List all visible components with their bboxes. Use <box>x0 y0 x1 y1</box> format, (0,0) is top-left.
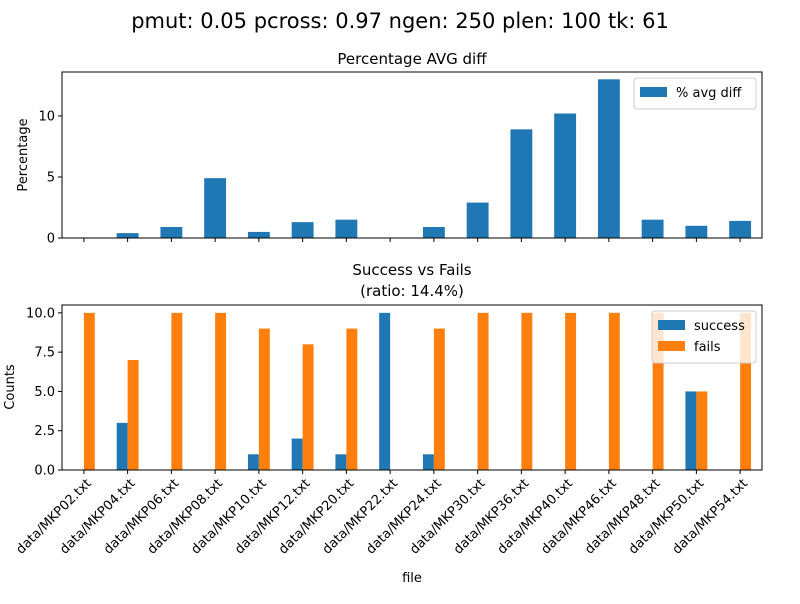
bar-avg-diff <box>729 220 752 238</box>
x-tick-label: data/MKP24.txt <box>364 476 445 557</box>
bar-avg-diff <box>685 225 708 238</box>
x-tick-label: data/MKP10.txt <box>189 476 270 557</box>
legend-swatch <box>640 87 667 97</box>
x-tick-label: data/MKP22.txt <box>320 476 401 557</box>
bar-fails <box>346 328 358 470</box>
bar-avg-diff <box>597 79 620 238</box>
plot-frame <box>61 304 763 471</box>
y-tick-label: 10.0 <box>26 306 55 321</box>
x-tick-label: data/MKP30.txt <box>407 476 488 557</box>
figure-suptitle: pmut: 0.05 pcross: 0.97 ngen: 250 plen: … <box>131 9 669 33</box>
bar-fails <box>652 312 664 470</box>
bar-success <box>247 454 259 470</box>
bar-fails <box>258 328 270 470</box>
legend: success fails <box>651 310 757 364</box>
x-tick-label: data/MKP48.txt <box>582 476 663 557</box>
y-tick-label: 7.5 <box>34 346 55 361</box>
y-tick-label: 10 <box>38 109 55 124</box>
avg-diff-ylabel: Percentage <box>16 118 31 191</box>
bar-avg-diff <box>554 113 577 238</box>
bar-avg-diff <box>335 219 358 238</box>
bar-avg-diff <box>422 227 445 238</box>
bar-avg-diff <box>510 129 533 238</box>
legend-label: % avg diff <box>676 86 742 101</box>
bar-fails <box>433 328 445 470</box>
bar-success <box>335 454 347 470</box>
bar-avg-diff <box>291 222 314 238</box>
bar-avg-diff <box>641 219 664 238</box>
bar-success <box>685 391 697 470</box>
x-tick-label: data/MKP54.txt <box>670 476 751 557</box>
bar-avg-diff <box>466 202 489 238</box>
bar-success <box>116 422 128 470</box>
y-tick-label: 0.0 <box>34 464 55 479</box>
success-fails-ylabel: Counts <box>3 364 18 410</box>
legend-label: fails <box>694 340 721 355</box>
bar-avg-diff <box>160 227 183 238</box>
x-tick-label: data/MKP46.txt <box>539 476 620 557</box>
bar-fails <box>740 312 752 470</box>
x-tick-label: data/MKP02.txt <box>14 476 95 557</box>
bar-fails <box>521 312 533 470</box>
y-tick-label: 5 <box>47 170 55 185</box>
x-tick-label: data/MKP36.txt <box>451 476 532 557</box>
bar-fails <box>215 312 227 470</box>
success-fails-title: Success vs Fails <box>352 261 471 279</box>
bar-avg-diff <box>204 178 227 238</box>
x-tick-label: data/MKP12.txt <box>232 476 313 557</box>
bar-fails <box>565 312 577 470</box>
bar-fails <box>302 344 314 470</box>
avg-diff-title: Percentage AVG diff <box>337 50 487 68</box>
bar-fails <box>477 312 489 470</box>
legend: % avg diff <box>633 77 757 110</box>
bar-fails <box>171 312 183 470</box>
bar-success <box>422 454 434 470</box>
bar-fails <box>83 312 95 470</box>
x-tick-label: data/MKP20.txt <box>276 476 357 557</box>
y-tick-label: 5.0 <box>34 385 55 400</box>
y-tick-label: 0 <box>47 232 55 247</box>
success-fails-chart: Success vs Fails (ratio: 14.4%) Counts f… <box>3 261 763 586</box>
success-fails-xlabel: file <box>402 571 422 586</box>
bar-success <box>291 438 303 470</box>
bar-fails <box>127 360 139 470</box>
x-tick-label: data/MKP04.txt <box>57 476 138 557</box>
legend-label: success <box>694 319 745 334</box>
legend-box <box>633 77 757 110</box>
success-fails-subtitle: (ratio: 14.4%) <box>360 282 464 300</box>
y-tick-label: 2.5 <box>34 424 55 439</box>
x-tick-label: data/MKP06.txt <box>101 476 182 557</box>
bar-avg-diff <box>116 233 139 238</box>
bar-success <box>379 312 391 470</box>
bar-fails <box>608 312 620 470</box>
avg-diff-chart: Percentage AVG diff Percentage 0 5 10 % avg… <box>16 50 763 247</box>
bar-avg-diff <box>247 231 270 238</box>
x-tick-label: data/MKP08.txt <box>145 476 226 557</box>
legend-swatch <box>658 320 685 330</box>
legend-swatch <box>658 341 685 351</box>
x-tick-label: data/MKP40.txt <box>495 476 576 557</box>
plot-frame <box>61 71 763 239</box>
bar-fails <box>696 391 708 470</box>
x-tick-label: data/MKP50.txt <box>626 476 707 557</box>
